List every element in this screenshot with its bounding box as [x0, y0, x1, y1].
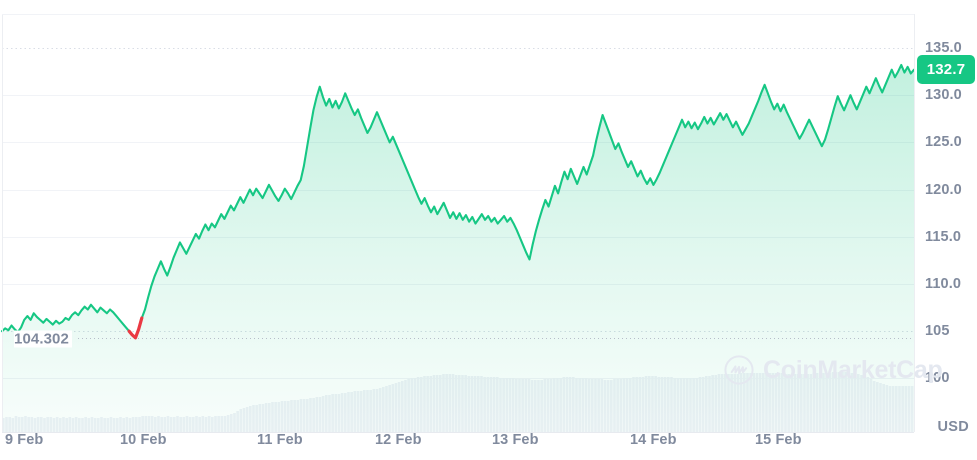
y-axis-tick: 125.0 [925, 134, 962, 151]
y-axis-tick: 135.0 [925, 40, 962, 56]
x-axis-tick: 9 Feb [5, 431, 44, 448]
y-axis-tick: 105 [925, 323, 950, 340]
x-axis-tick: 10 Feb [120, 431, 167, 448]
y-axis-tick: 115.0 [925, 228, 961, 245]
x-axis-tick: 14 Feb [630, 431, 677, 448]
price-line [0, 63, 916, 339]
y-axis-tick: 120.0 [925, 181, 962, 198]
y-axis-tick: 100 [925, 370, 950, 387]
x-axis-tick: 12 Feb [375, 431, 422, 448]
axis-borders [2, 14, 915, 433]
y-axis-tick: 110.0 [925, 276, 961, 292]
price-dip-segment [127, 316, 144, 340]
current-price-badge[interactable]: 132.7 [917, 55, 975, 85]
y-axis-tick: 130.0 [925, 87, 962, 104]
x-axis-tick: 15 Feb [755, 431, 802, 448]
price-area-fill [2, 64, 914, 433]
x-axis-tick: 11 Feb [257, 431, 303, 448]
currency-axis-label: USD [937, 419, 969, 435]
low-price-label: 104.302 [14, 330, 72, 347]
x-axis-tick: 13 Feb [492, 431, 539, 448]
